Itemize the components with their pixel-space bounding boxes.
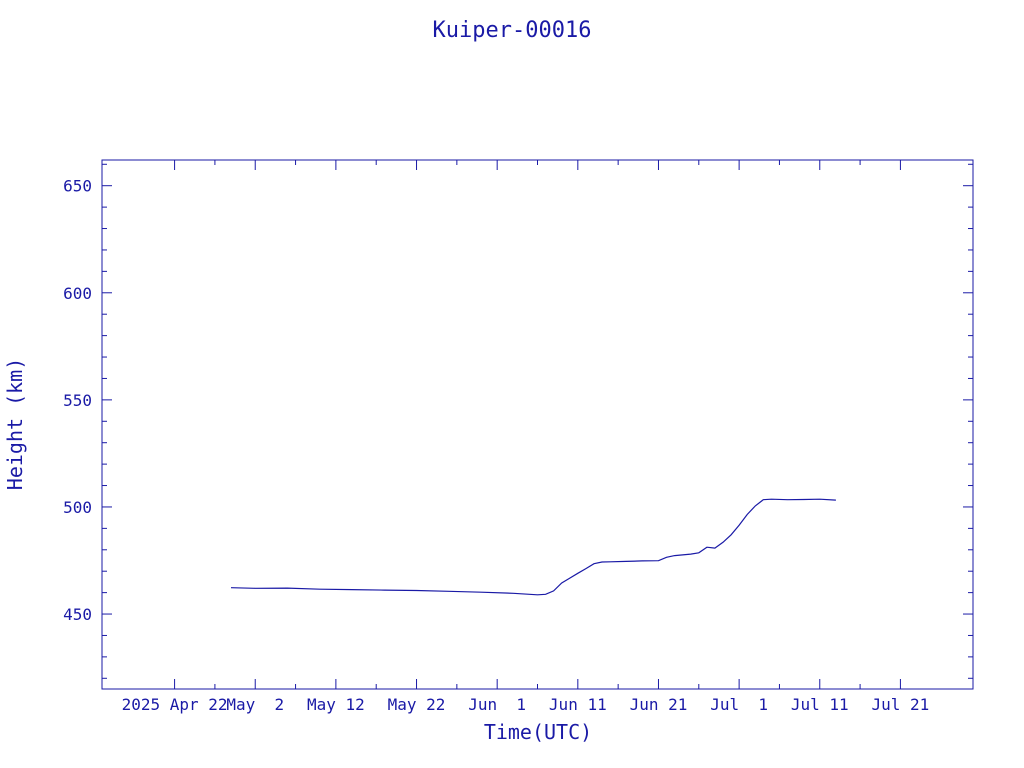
x-tick-label: Jul 11 [791, 695, 849, 714]
y-tick-label: 500 [63, 498, 92, 517]
x-tick-label: Jun 1 [468, 695, 526, 714]
y-tick-label: 600 [63, 284, 92, 303]
x-axis-label: Time(UTC) [484, 720, 592, 744]
x-tick-label: May 22 [388, 695, 446, 714]
x-tick-label: 2025 Apr 22 [122, 695, 228, 714]
x-tick-label: Jul 1 [710, 695, 768, 714]
y-tick-label: 450 [63, 605, 92, 624]
x-tick-label: Jun 21 [630, 695, 688, 714]
series-group [230, 498, 836, 596]
chart-title: Kuiper-00016 [433, 18, 592, 43]
axis-ticks [102, 160, 973, 689]
height-series-line [230, 498, 836, 596]
x-tick-label: Jul 21 [872, 695, 930, 714]
x-tick-label: May 12 [307, 695, 365, 714]
x-tick-label: Jun 11 [549, 695, 607, 714]
x-tick-label: May 2 [226, 695, 284, 714]
y-tick-label: 650 [63, 177, 92, 196]
plot-frame [101, 159, 974, 690]
y-axis-label: Height (km) [3, 358, 27, 490]
y-tick-label: 550 [63, 391, 92, 410]
